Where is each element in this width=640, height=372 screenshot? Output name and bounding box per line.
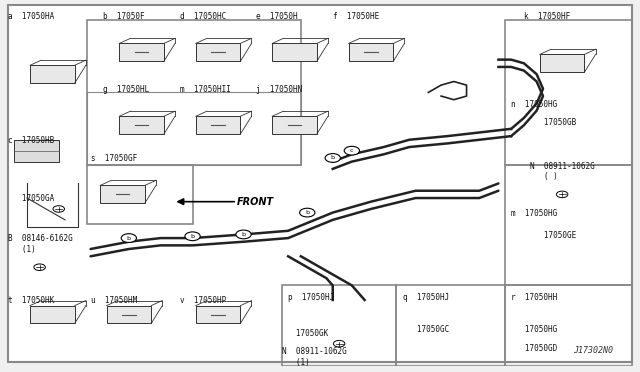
Text: N  08911-1062G
   (1): N 08911-1062G (1)	[282, 347, 346, 367]
Text: q  17050HJ: q 17050HJ	[403, 293, 449, 302]
Text: e  17050H: e 17050H	[256, 12, 298, 21]
Bar	[88, 165, 193, 224]
Text: g  17050HL: g 17050HL	[103, 85, 150, 94]
Circle shape	[34, 264, 45, 270]
Bar	[88, 92, 301, 165]
Text: b  17050F: b 17050F	[103, 12, 145, 21]
Bar	[272, 116, 317, 134]
Text: 17050GA: 17050GA	[8, 195, 54, 203]
Circle shape	[236, 230, 251, 239]
Text: 17050GC: 17050GC	[403, 326, 449, 334]
Text: B  08146-6162G
   (1): B 08146-6162G (1)	[8, 234, 72, 254]
Text: f  17050HE: f 17050HE	[333, 12, 379, 21]
Bar	[106, 306, 151, 324]
Bar	[505, 165, 632, 285]
Text: 17050HG: 17050HG	[511, 326, 557, 334]
Text: b: b	[127, 235, 131, 241]
Text: m  17050HII: m 17050HII	[180, 85, 230, 94]
Text: 17050GK: 17050GK	[282, 329, 328, 338]
Text: J17302N0: J17302N0	[573, 346, 613, 355]
Text: c: c	[350, 148, 354, 153]
Text: p  17050HJ: p 17050HJ	[288, 293, 334, 302]
Bar	[119, 116, 164, 134]
Text: d  17050HC: d 17050HC	[180, 12, 226, 21]
Text: c  17050HB: c 17050HB	[8, 136, 54, 145]
Bar	[119, 44, 164, 61]
Bar	[88, 20, 301, 165]
Circle shape	[344, 146, 360, 155]
Text: a  17050HA: a 17050HA	[8, 12, 54, 21]
Text: v  17050HP: v 17050HP	[180, 296, 226, 305]
Bar	[396, 285, 505, 366]
Text: 17050GD: 17050GD	[511, 344, 557, 353]
Circle shape	[300, 208, 315, 217]
Bar	[349, 44, 394, 61]
Bar	[505, 20, 632, 165]
Text: b: b	[191, 234, 195, 239]
Text: b: b	[241, 232, 246, 237]
Circle shape	[53, 206, 65, 212]
Text: s  17050GF: s 17050GF	[91, 154, 137, 163]
Bar	[505, 285, 632, 366]
Text: 17050GB: 17050GB	[531, 118, 577, 127]
Text: b: b	[331, 155, 335, 160]
Bar	[196, 306, 241, 324]
Text: FRONT: FRONT	[237, 197, 275, 207]
Bar	[100, 186, 145, 203]
Circle shape	[325, 154, 340, 162]
Bar	[196, 44, 241, 61]
Text: j  17050HN: j 17050HN	[256, 85, 303, 94]
Circle shape	[556, 191, 568, 198]
Text: m  17050HG: m 17050HG	[511, 209, 557, 218]
Bar	[30, 65, 75, 83]
Circle shape	[121, 234, 136, 243]
Text: r  17050HH: r 17050HH	[511, 293, 557, 302]
Circle shape	[185, 232, 200, 241]
Text: k  17050HF: k 17050HF	[524, 12, 570, 21]
Bar	[196, 116, 241, 134]
Circle shape	[333, 340, 345, 347]
Text: u  17050HM: u 17050HM	[91, 296, 137, 305]
Bar	[14, 140, 59, 161]
Text: N  08911-1062G
   ( ): N 08911-1062G ( )	[531, 161, 595, 181]
Bar	[30, 306, 75, 324]
Text: t  17050HK: t 17050HK	[8, 296, 54, 305]
Text: 17050GE: 17050GE	[531, 231, 577, 240]
Text: n  17050HG: n 17050HG	[511, 100, 557, 109]
Bar	[540, 54, 584, 72]
Bar	[282, 285, 396, 366]
Bar	[272, 44, 317, 61]
Text: b: b	[305, 210, 309, 215]
